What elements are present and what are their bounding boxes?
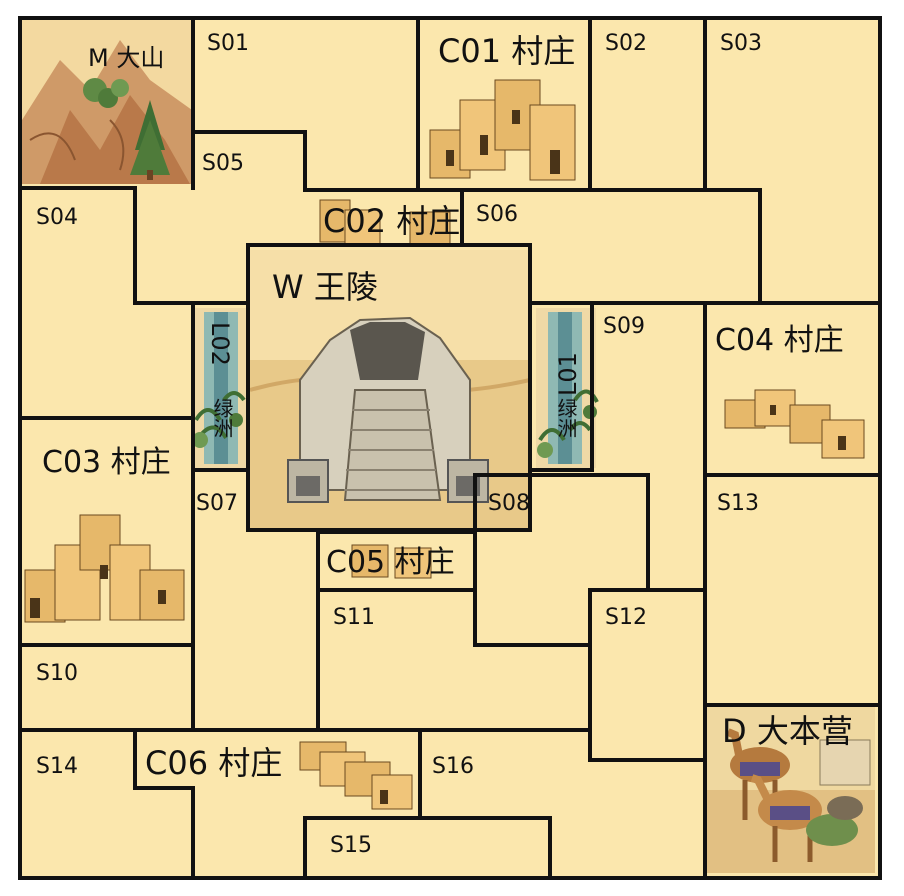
space-s12[interactable]: S12 [605,605,647,630]
space-s03[interactable]: S03 [720,31,762,56]
village-c01-label[interactable]: C01 村庄 [438,32,575,70]
space-s14[interactable]: S14 [36,754,78,779]
oasis-l02-code: L02 [206,322,234,366]
space-s08[interactable]: S08 [488,491,530,516]
oasis-l01-name: 绿洲 [554,398,578,438]
space-s02[interactable]: S02 [605,31,647,56]
village-c02-label[interactable]: C02 村庄 [323,202,460,240]
location-labels: M 大山 C01 村庄 C02 村庄 W 王陵 C04 村庄 C03 村庄 C0… [42,32,853,782]
village-c06-icon [299,741,413,810]
village-c05-label[interactable]: C05 村庄 [326,545,455,580]
oasis-l02-name: 绿洲 [210,398,234,438]
space-s04[interactable]: S04 [36,205,78,230]
village-c04-label[interactable]: C04 村庄 [715,323,844,358]
board-walls [18,16,882,880]
village-c05-icon [351,544,432,579]
space-labels: S01 S02 S03 S04 S05 S06 S07 S08 S09 S10 … [36,31,762,858]
village-c06-label[interactable]: C06 村庄 [145,744,282,782]
mountain-label[interactable]: M 大山 [88,44,164,72]
tomb-icon [249,250,531,530]
space-s16[interactable]: S16 [432,754,474,779]
space-s10[interactable]: S10 [36,661,78,686]
tomb-label[interactable]: W 王陵 [272,268,378,306]
village-c04-icon [724,389,865,459]
village-c01-icon [429,79,576,181]
space-s15[interactable]: S15 [330,833,372,858]
village-c02-icon [319,199,451,245]
oasis-l01-label[interactable]: L01 [554,352,582,396]
space-s09[interactable]: S09 [603,314,645,339]
mountain-icon [22,20,192,184]
village-c03-label[interactable]: C03 村庄 [42,445,171,480]
space-s13[interactable]: S13 [717,491,759,516]
camp-label[interactable]: D 大本营 [722,712,853,750]
oasis-l01-code: L01 [554,352,582,396]
space-s11[interactable]: S11 [333,605,375,630]
space-s01[interactable]: S01 [207,31,249,56]
oasis-l02-label[interactable]: L02 [206,322,234,366]
oasis-l01-icon [536,308,599,468]
space-s06[interactable]: S06 [476,202,518,227]
space-s07[interactable]: S07 [196,491,238,516]
oasis-l02-icon [192,308,248,468]
space-s05[interactable]: S05 [202,151,244,176]
camp-icon [707,705,875,873]
village-c03-icon [24,514,185,623]
